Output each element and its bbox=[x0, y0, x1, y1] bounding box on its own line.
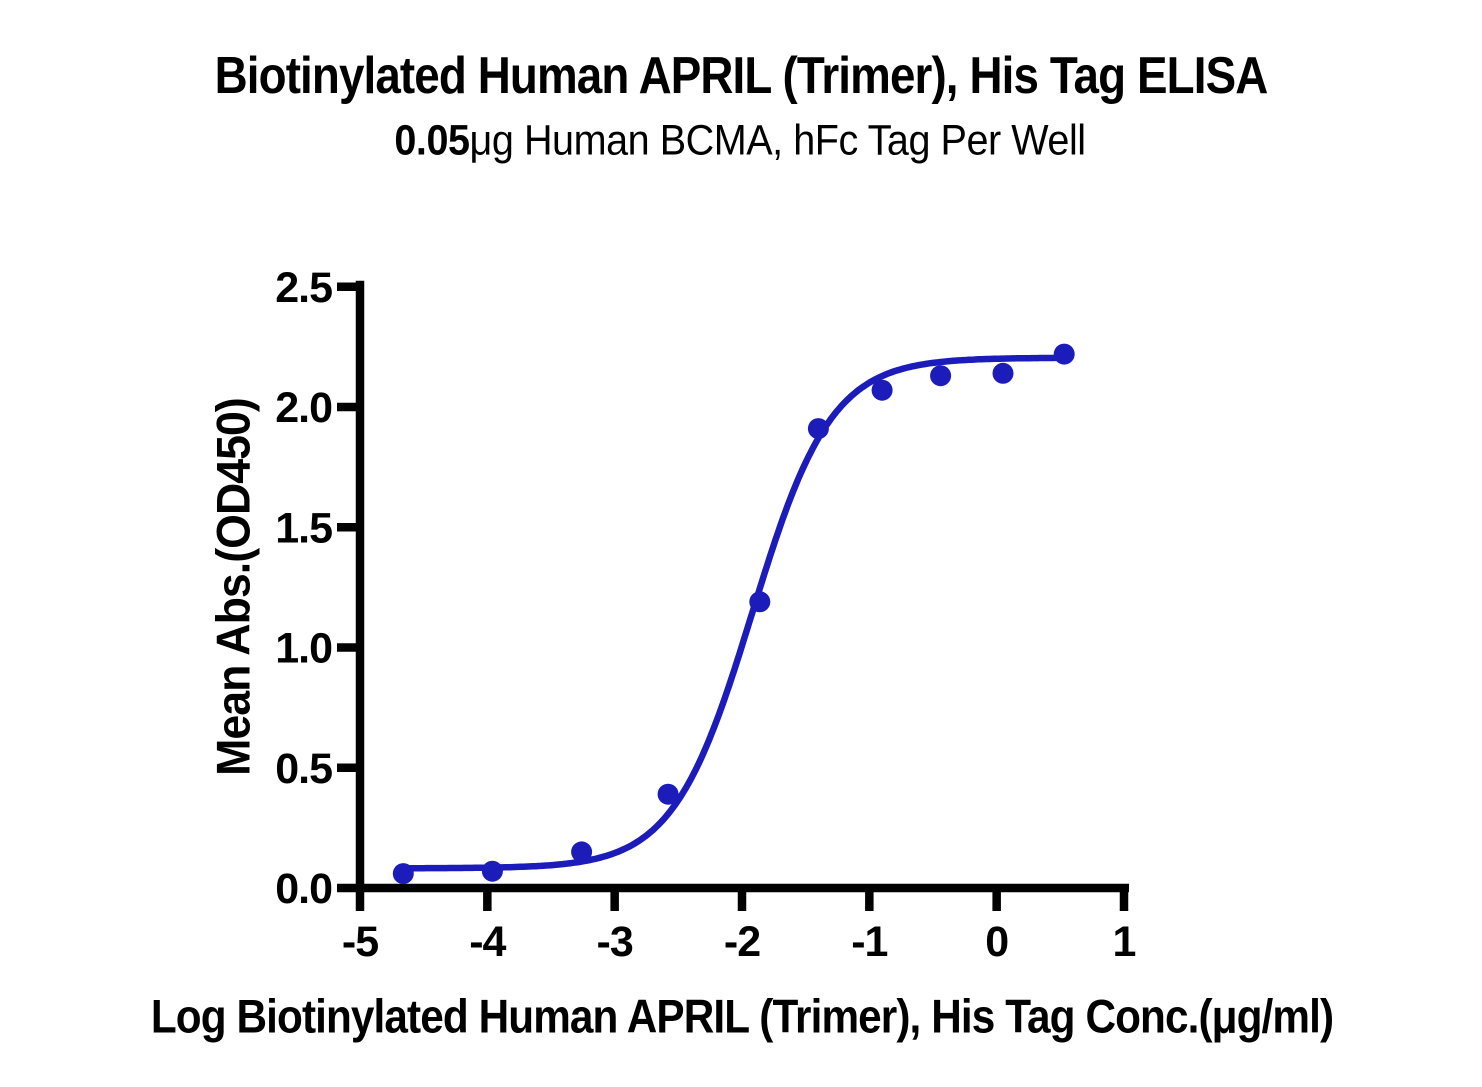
y-tick-label: 0.5 bbox=[275, 745, 332, 793]
data-point bbox=[749, 591, 771, 613]
subtitle-text: μg Human BCMA, hFc Tag Per Well bbox=[469, 116, 1087, 165]
y-tick-label: 1.5 bbox=[275, 504, 332, 552]
x-tick-label: -4 bbox=[469, 918, 506, 966]
y-tick-label: 0.0 bbox=[275, 865, 332, 913]
fit-curve bbox=[400, 354, 1067, 872]
subtitle-amount: 0.05 bbox=[394, 116, 470, 165]
data-point bbox=[392, 863, 414, 885]
x-tick-label: -5 bbox=[342, 918, 378, 966]
data-point bbox=[992, 362, 1014, 384]
data-point bbox=[871, 379, 893, 401]
x-tick-label: 0 bbox=[985, 918, 1008, 966]
chart-title: Biotinylated Human APRIL (Trimer), His T… bbox=[214, 47, 1269, 105]
x-tick-label: -1 bbox=[851, 918, 887, 966]
x-axis-title: Log Biotinylated Human APRIL (Trimer), H… bbox=[150, 989, 1334, 1043]
x-tick-label: 1 bbox=[1113, 918, 1136, 966]
data-point bbox=[807, 418, 829, 440]
y-tick-label: 2.0 bbox=[275, 384, 332, 432]
data-point bbox=[657, 783, 679, 805]
y-tick-label: 2.5 bbox=[275, 264, 332, 312]
x-tick-label: -3 bbox=[597, 918, 633, 966]
data-point bbox=[481, 860, 503, 882]
y-tick-label: 1.0 bbox=[275, 625, 332, 673]
data-point bbox=[1053, 343, 1075, 365]
x-tick-label: -2 bbox=[724, 918, 760, 966]
data-point bbox=[930, 365, 952, 387]
data-point bbox=[571, 841, 593, 863]
chart-subtitle: 0.05μg Human BCMA, hFc Tag Per Well bbox=[394, 116, 1087, 166]
